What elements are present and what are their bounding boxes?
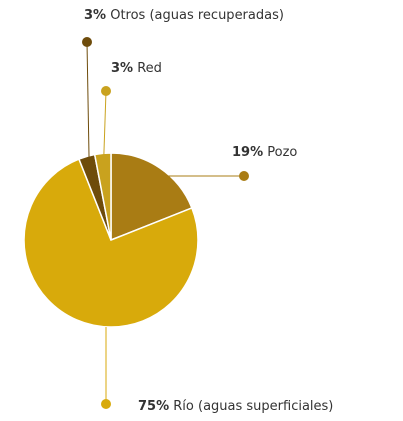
slice-value-label: 75% — [138, 399, 169, 414]
leader-dot — [101, 86, 111, 96]
pie-slice — [110, 152, 193, 242]
pie-slice — [93, 152, 112, 241]
slice-label: 75% Río (aguas superficiales) — [138, 399, 333, 414]
slice-category-label: Otros (aguas recuperadas) — [110, 8, 284, 23]
leader-dot — [239, 171, 249, 181]
leader-line — [103, 90, 107, 163]
leader-dot — [82, 37, 92, 47]
leader-dot — [101, 399, 111, 409]
leader-line — [147, 175, 244, 187]
pie-slice — [23, 158, 199, 328]
slice-label: 3% Red — [111, 61, 162, 76]
slice-category-label: Red — [137, 61, 162, 76]
slice-value-label: 19% — [232, 145, 263, 160]
slice-label: 19% Pozo — [232, 145, 297, 160]
slice-value-label: 3% — [84, 8, 106, 23]
slice-category-label: Río (aguas superficiales) — [173, 399, 333, 414]
slice-value-label: 3% — [111, 61, 133, 76]
slice-label: 3% Otros (aguas recuperadas) — [84, 8, 284, 23]
leader-line — [86, 41, 90, 165]
slice-category-label: Pozo — [267, 145, 297, 160]
